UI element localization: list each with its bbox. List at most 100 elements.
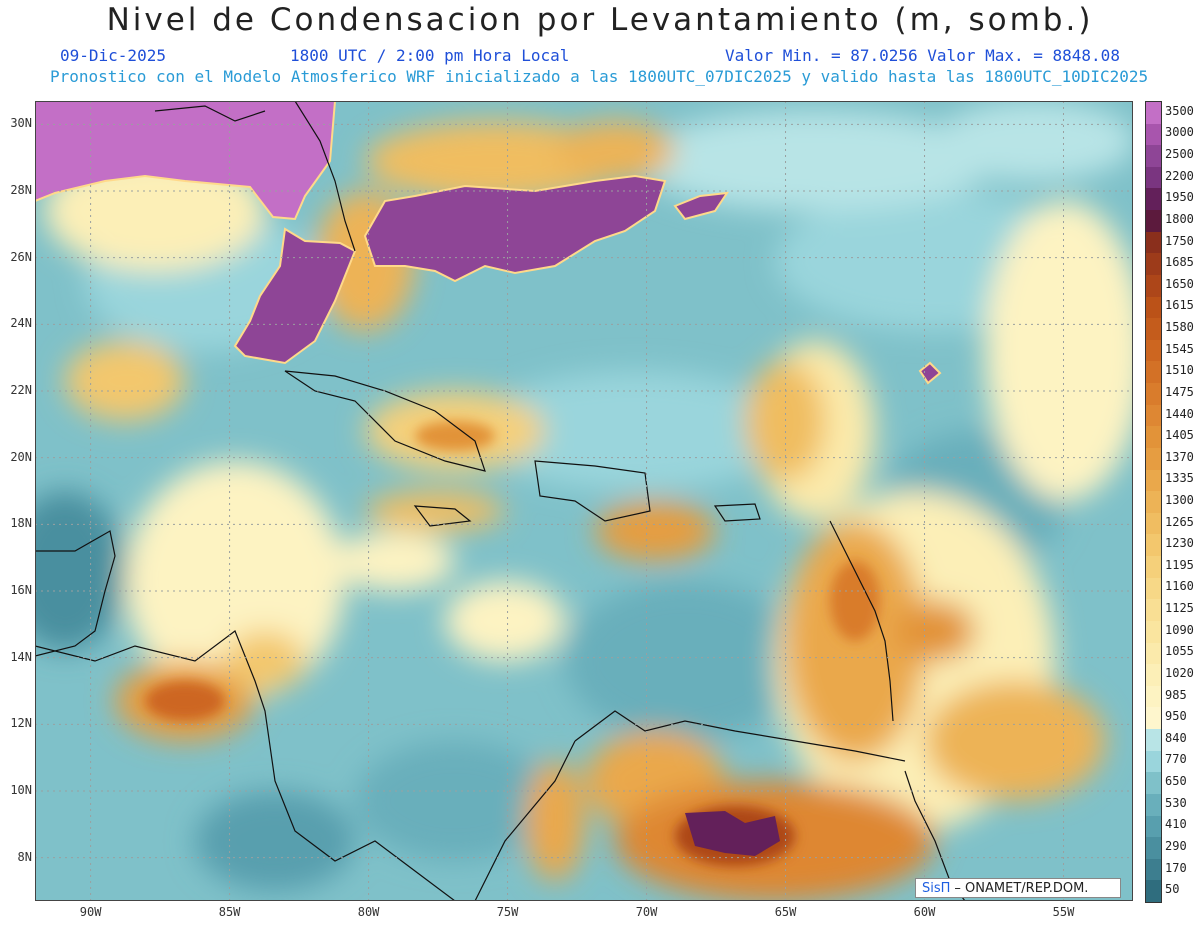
color-legend-swatch	[1146, 599, 1161, 622]
color-legend-label: 50	[1165, 882, 1180, 897]
color-legend-swatch	[1146, 858, 1161, 881]
color-legend-swatch	[1146, 577, 1161, 600]
color-legend-swatch	[1146, 534, 1161, 557]
color-legend-swatch	[1146, 880, 1161, 903]
credit-box: SisΠ – ONAMET/REP.DOM.	[915, 878, 1121, 898]
color-legend-swatch	[1146, 620, 1161, 644]
color-legend-swatch	[1146, 339, 1161, 362]
color-legend-label: 3500	[1165, 103, 1194, 118]
color-legend-label: 1750	[1165, 233, 1194, 248]
color-legend-swatch	[1146, 102, 1161, 125]
color-legend-label: 1615	[1165, 298, 1194, 313]
color-legend-label: 1090	[1165, 622, 1194, 637]
forecast-date: 09-Dic-2025	[60, 46, 166, 65]
longitude-tick-label: 65W	[774, 905, 797, 919]
color-legend	[1145, 101, 1162, 903]
color-legend-swatch	[1146, 685, 1161, 708]
field-shading	[35, 101, 1133, 901]
shading-patches	[35, 101, 1133, 901]
color-legend-label: 1265	[1165, 514, 1194, 529]
purple-region-bahamas	[363, 174, 667, 283]
color-legend-label: 170	[1165, 860, 1187, 875]
color-legend-label: 1125	[1165, 601, 1194, 616]
color-legend-label: 1440	[1165, 406, 1194, 421]
model-info-line: Pronostico con el Modelo Atmosferico WRF…	[50, 67, 1149, 86]
color-legend-label: 290	[1165, 838, 1187, 853]
color-legend-swatch	[1146, 556, 1161, 579]
dark-region-venezuela	[685, 811, 780, 856]
color-legend-label: 770	[1165, 752, 1187, 767]
color-legend-swatch	[1146, 231, 1161, 254]
color-legend-swatch	[1146, 145, 1161, 168]
sis-logo: SisΠ	[922, 880, 951, 896]
color-legend-label: 1475	[1165, 384, 1194, 399]
color-legend-label: 1650	[1165, 276, 1194, 291]
latitude-tick-label: 22N	[10, 383, 32, 397]
longitude-tick-label: 60W	[913, 905, 936, 919]
color-legend-label: 1405	[1165, 428, 1194, 443]
longitude-tick-label: 75W	[496, 905, 519, 919]
color-legend-label: 985	[1165, 687, 1187, 702]
latitude-tick-label: 18N	[10, 516, 32, 531]
latitude-tick-label: 26N	[10, 249, 32, 264]
color-legend-swatch	[1146, 707, 1161, 730]
color-legend-label: 950	[1165, 709, 1187, 724]
color-legend-swatch	[1146, 729, 1161, 752]
purple-region-north	[35, 101, 337, 221]
color-legend-swatch	[1146, 253, 1161, 276]
chart-title: Nivel de Condensacion por Levantamiento …	[106, 2, 1094, 38]
color-legend-label: 1580	[1165, 320, 1194, 335]
color-legend-swatch	[1146, 772, 1161, 795]
latitude-tick-label: 16N	[10, 583, 32, 597]
color-legend-swatch	[1146, 404, 1161, 427]
color-legend-label: 1020	[1165, 665, 1194, 680]
color-legend-label: 1510	[1165, 363, 1194, 378]
color-legend-swatch	[1146, 815, 1161, 838]
color-legend-swatch	[1146, 318, 1161, 341]
latitude-tick-label: 14N	[10, 649, 32, 664]
longitude-tick-label: 85W	[218, 905, 241, 919]
color-legend-swatch	[1146, 750, 1161, 773]
color-legend-label: 530	[1165, 795, 1187, 810]
min-max-values: Valor Min. = 87.0256 Valor Max. = 8848.0…	[725, 46, 1120, 65]
longitude-tick-label: 55W	[1052, 905, 1075, 919]
color-legend-label: 1195	[1165, 557, 1194, 572]
color-legend-label: 3000	[1165, 125, 1194, 140]
color-legend-label: 840	[1165, 730, 1187, 745]
color-legend-label: 1370	[1165, 449, 1194, 464]
color-legend-label: 1545	[1165, 341, 1194, 356]
latitude-tick-label: 8N	[17, 849, 32, 864]
latitude-tick-label: 30N	[10, 116, 32, 131]
color-legend-swatch	[1146, 837, 1161, 860]
latitude-tick-label: 10N	[10, 783, 32, 797]
color-legend-swatch	[1146, 361, 1161, 384]
color-legend-swatch	[1146, 642, 1161, 665]
color-legend-swatch	[1146, 469, 1161, 492]
color-legend-label: 1950	[1165, 190, 1194, 205]
credit-text: – ONAMET/REP.DOM.	[954, 880, 1089, 896]
color-legend-swatch	[1146, 426, 1161, 449]
longitude-tick-label: 70W	[635, 905, 658, 919]
color-legend-swatch	[1146, 274, 1161, 298]
color-legend-label: 2500	[1165, 147, 1194, 162]
color-legend-swatch	[1146, 296, 1161, 319]
purple-region-florida	[233, 227, 357, 365]
color-legend-label: 410	[1165, 817, 1187, 832]
color-legend-swatch	[1146, 491, 1161, 514]
color-legend-swatch	[1146, 664, 1161, 687]
longitude-tick-label: 90W	[79, 905, 102, 919]
color-legend-label: 2200	[1165, 168, 1194, 183]
color-legend-swatch	[1146, 166, 1161, 189]
color-legend-swatch	[1146, 512, 1161, 535]
latitude-tick-label: 12N	[10, 716, 32, 731]
color-legend-label: 1300	[1165, 493, 1194, 507]
coastlines	[35, 101, 966, 901]
color-legend-label: 1055	[1165, 644, 1194, 659]
color-legend-swatch	[1146, 383, 1161, 406]
color-legend-label: 1160	[1165, 579, 1194, 594]
color-legend-label: 1230	[1165, 536, 1194, 551]
color-legend-swatch	[1146, 447, 1161, 471]
color-legend-label: 1800	[1165, 211, 1194, 226]
color-legend-swatch	[1146, 793, 1161, 816]
color-legend-swatch	[1146, 210, 1161, 233]
